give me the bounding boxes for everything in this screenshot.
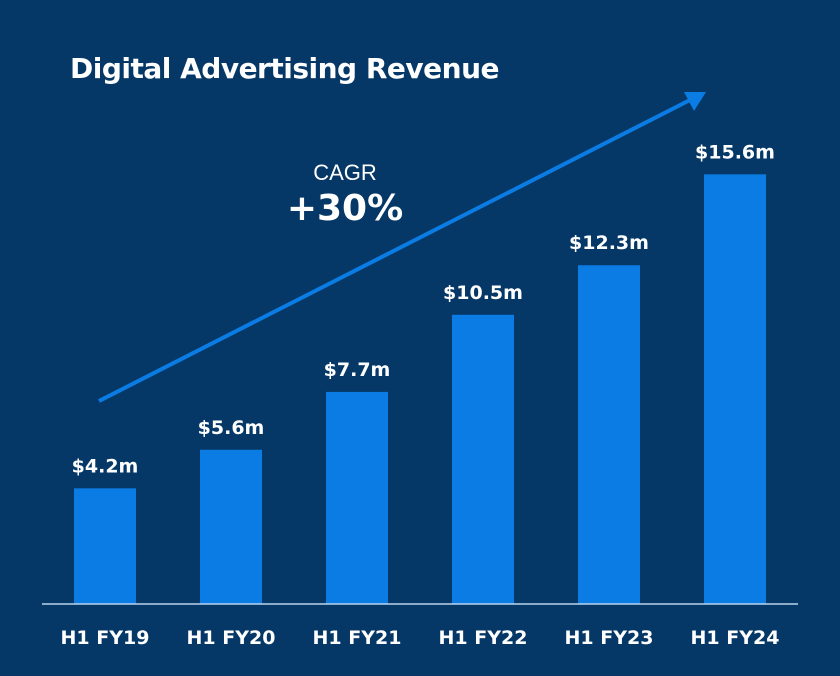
category-label-5: H1 FY24 — [691, 627, 780, 649]
cagr-value: +30% — [286, 188, 404, 229]
trend-arrow-line — [98, 98, 691, 403]
category-label-4: H1 FY23 — [565, 627, 654, 649]
bar-1 — [200, 449, 262, 604]
bar-2 — [326, 391, 388, 604]
value-label-5: $15.6m — [695, 141, 775, 163]
bar-5 — [704, 174, 766, 604]
value-label-4: $12.3m — [569, 232, 649, 254]
bar-0 — [74, 488, 136, 604]
category-label-2: H1 FY21 — [313, 627, 402, 649]
category-label-1: H1 FY20 — [187, 627, 276, 649]
cagr-label: CAGR — [313, 160, 377, 185]
category-label-3: H1 FY22 — [439, 627, 528, 649]
value-label-3: $10.5m — [443, 282, 523, 304]
bar-4 — [578, 265, 640, 604]
value-label-2: $7.7m — [324, 359, 391, 381]
value-label-0: $4.2m — [72, 455, 139, 477]
trend-arrow-head — [684, 92, 706, 111]
chart-title: Digital Advertising Revenue — [70, 52, 500, 85]
bar-3 — [452, 314, 514, 604]
value-label-1: $5.6m — [198, 417, 265, 439]
category-label-0: H1 FY19 — [61, 627, 150, 649]
